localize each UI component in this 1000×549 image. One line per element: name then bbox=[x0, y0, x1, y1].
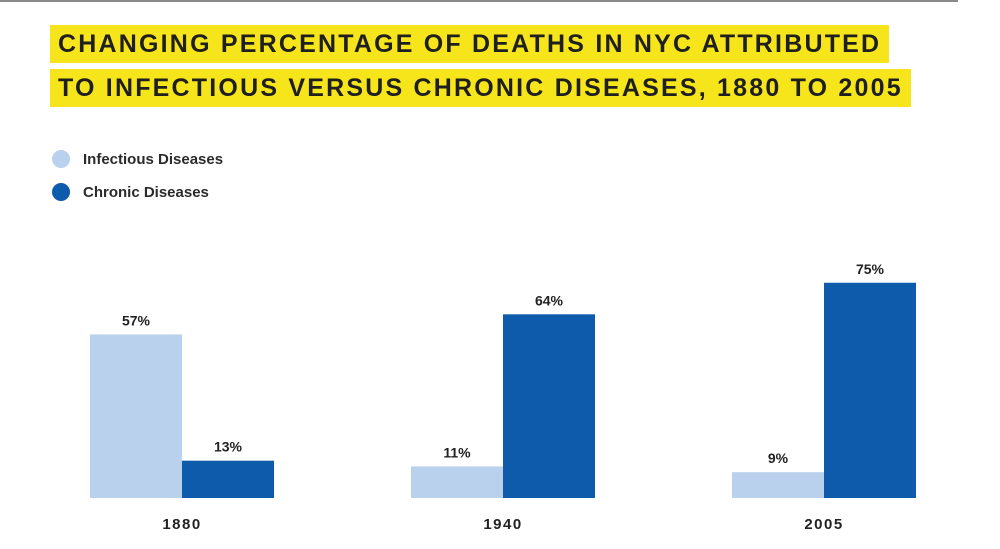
top-rule bbox=[0, 0, 958, 2]
bar-2005-infectious bbox=[732, 472, 824, 498]
bar-1940-chronic bbox=[503, 314, 595, 498]
x-tick-label-2005: 2005 bbox=[804, 516, 843, 533]
chart-title-line-1: CHANGING PERCENTAGE OF DEATHS IN NYC ATT… bbox=[50, 25, 890, 63]
chart-title: CHANGING PERCENTAGE OF DEATHS IN NYC ATT… bbox=[50, 25, 911, 113]
data-label-2005-infectious: 9% bbox=[768, 450, 789, 466]
bar-1880-infectious bbox=[90, 334, 182, 498]
legend-item-infectious: Infectious Diseases bbox=[52, 148, 223, 170]
bar-1940-infectious bbox=[411, 466, 503, 498]
legend-label-infectious: Infectious Diseases bbox=[83, 150, 224, 168]
legend-label-chronic: Chronic Diseases bbox=[83, 183, 209, 201]
chart-legend: Infectious Diseases Chronic Diseases bbox=[52, 148, 223, 214]
legend-swatch-chronic bbox=[52, 183, 70, 201]
data-label-2005-chronic: 75% bbox=[856, 261, 885, 277]
data-label-1940-chronic: 64% bbox=[535, 292, 564, 308]
data-label-1880-chronic: 13% bbox=[214, 439, 243, 455]
chart-title-line-2: TO INFECTIOUS VERSUS CHRONIC DISEASES, 1… bbox=[50, 69, 911, 107]
x-tick-label-1940: 1940 bbox=[483, 516, 522, 533]
x-tick-label-1880: 1880 bbox=[162, 516, 201, 533]
legend-item-chronic: Chronic Diseases bbox=[52, 181, 223, 203]
data-label-1940-infectious: 11% bbox=[443, 444, 471, 460]
bar-2005-chronic bbox=[824, 282, 916, 498]
bar-1880-chronic bbox=[182, 460, 274, 498]
legend-swatch-infectious bbox=[52, 150, 70, 168]
data-label-1880-infectious: 57% bbox=[122, 312, 151, 328]
